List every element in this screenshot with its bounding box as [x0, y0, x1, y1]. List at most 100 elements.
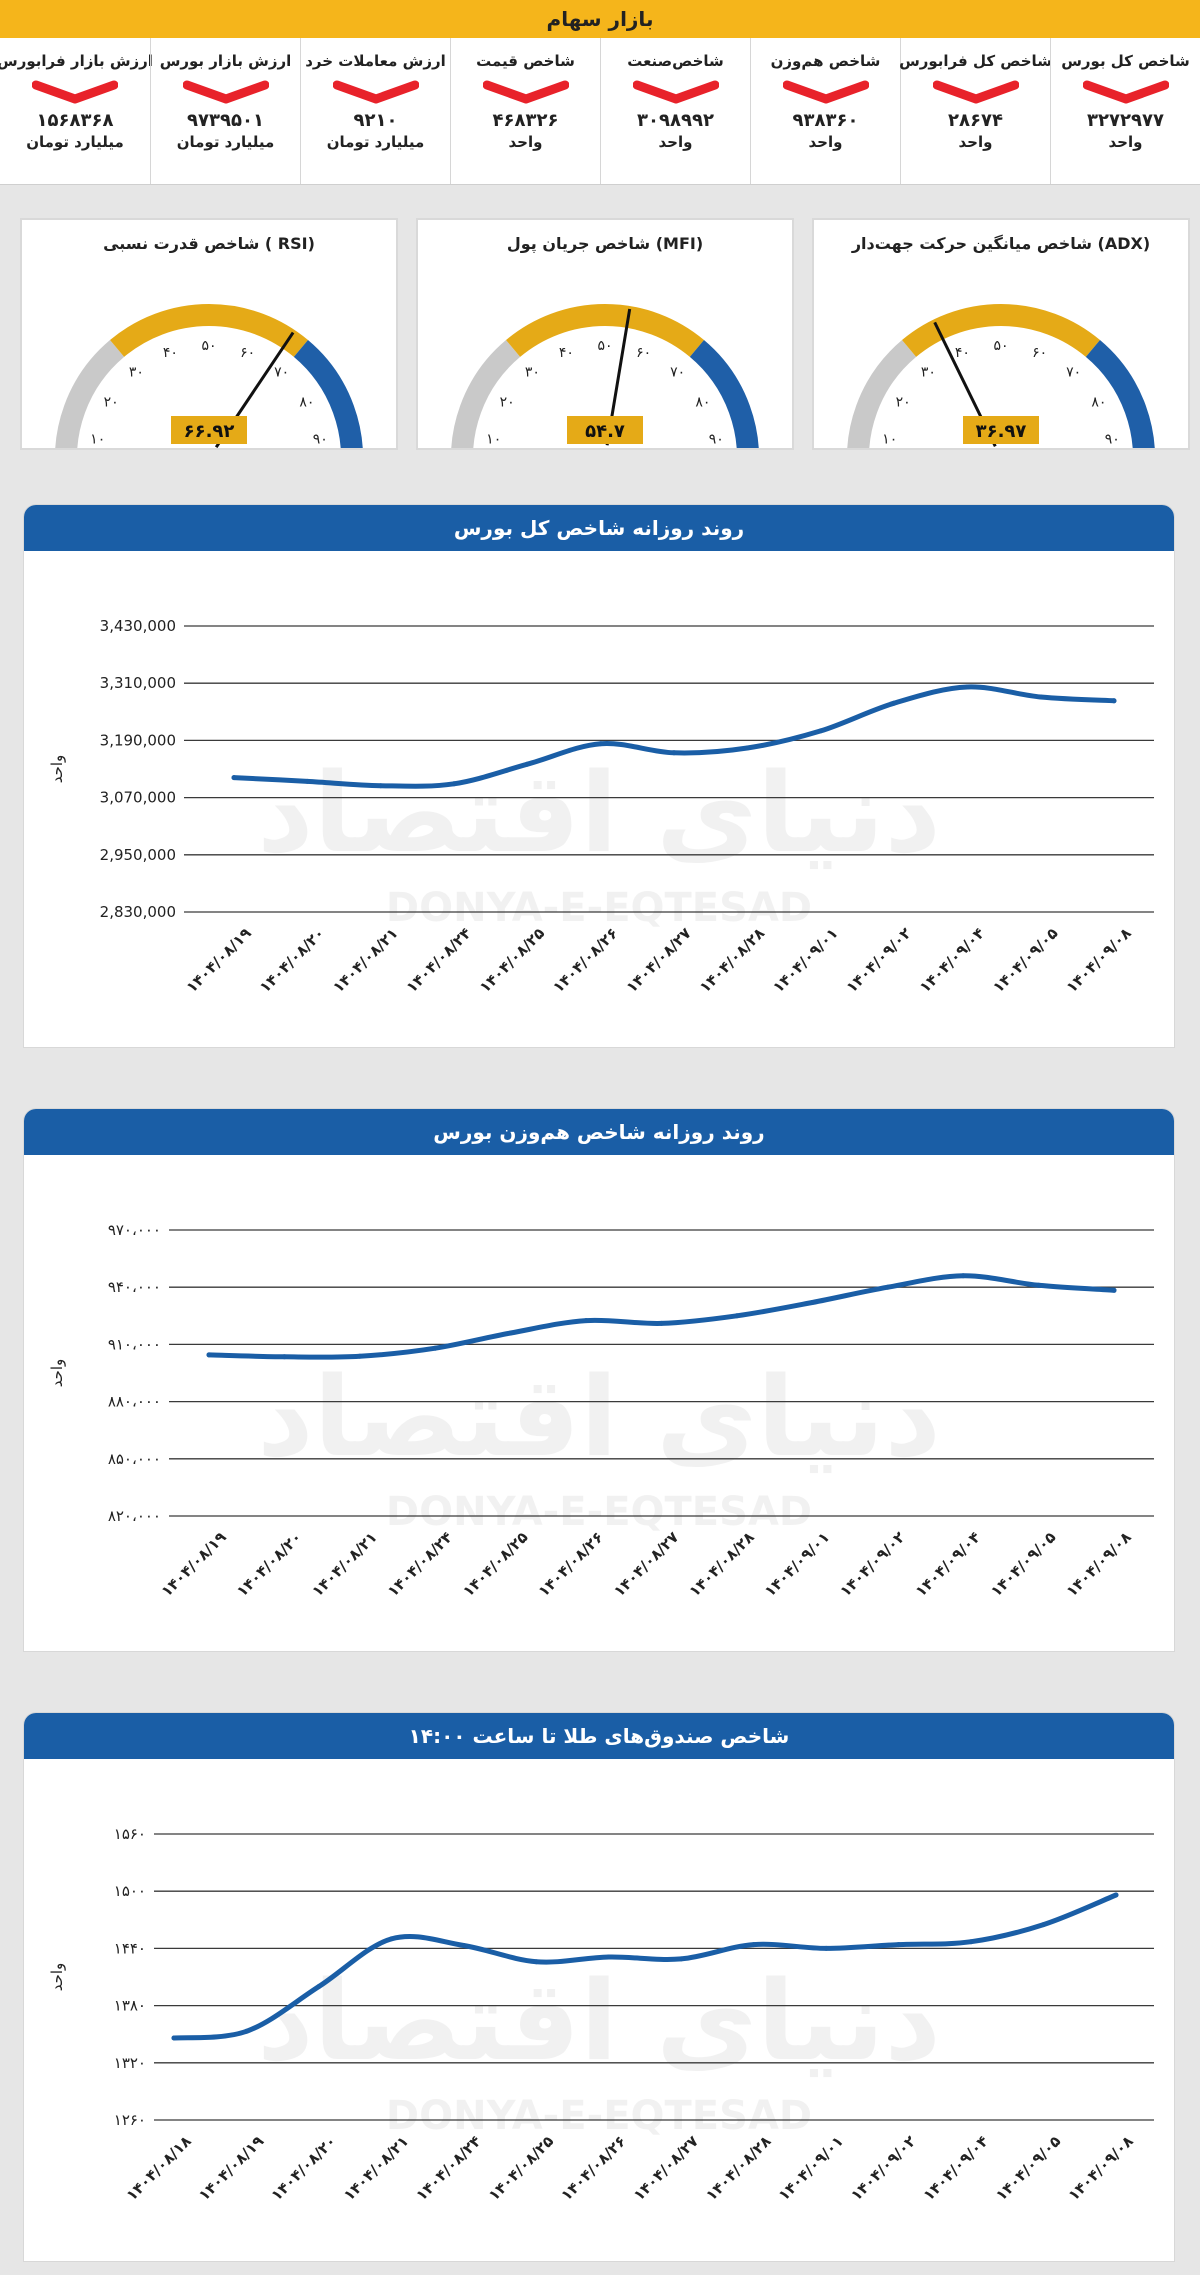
watermark-text: DONYA-E-EQTESAD [386, 1489, 812, 1535]
y-tick-label: ۱۳۲۰ [114, 2054, 146, 2072]
x-tick-label: ۱۴۰۴/۰۸/۲۰ [267, 2132, 339, 2204]
stat-unit: میلیارد تومان [326, 133, 425, 151]
x-tick-label: ۱۴۰۴/۰۸/۲۱ [329, 924, 401, 996]
chart-tedpix: روند روزانه شاخص کل بورس دنیای اقتصاد DON… [24, 505, 1174, 1047]
x-tick-label: ۱۴۰۴/۰۹/۰۱ [775, 2132, 847, 2204]
stat-value: ۹۳۸۳۶۰ [792, 110, 859, 131]
line-chart-svg: دنیای اقتصاد DONYA-E-EQTESAD ۱۲۶۰ ۱۳۲۰ ۱۳۸۰ ۱… [48, 1825, 1154, 2204]
gauge-value-box [963, 416, 1039, 444]
chart-title: روند روزانه شاخص کل بورس [24, 505, 1174, 551]
y-tick-label: 3,070,000 [100, 789, 176, 807]
stats-strip: شاخص کل بورس ۳۲۷۲۹۷۷ واحد شاخص کل فرابورس ۲۸… [0, 38, 1200, 185]
gauge-band [902, 304, 1100, 357]
down-chevron-icon [632, 80, 719, 104]
gauge-title: شاخص قدرت نسبی ( RSI) [103, 234, 315, 253]
x-tick-label: ۱۴۰۴/۰۹/۰۴ [916, 924, 988, 996]
watermark-logo: دنیای اقتصاد [257, 1957, 941, 2085]
gauge-tick-label: ۷۰ [274, 364, 289, 380]
data-point [751, 1942, 757, 1948]
gauge-value-box [567, 416, 643, 444]
stat-title: شاخص کل فرابورس [899, 52, 1052, 70]
watermark-text: DONYA-E-EQTESAD [386, 885, 812, 931]
stat-unit: واحد [808, 133, 843, 151]
y-axis-label: واحد [48, 755, 66, 784]
stat-unit: واحد [1108, 133, 1143, 151]
chart-equal-weight: روند روزانه شاخص هم‌وزن بورس دنیای اقتصا… [24, 1109, 1174, 1651]
x-tick-label: ۱۴۰۴/۰۹/۰۲ [847, 2132, 919, 2204]
data-point [734, 1313, 740, 1319]
data-point [659, 1320, 664, 1326]
data-point [818, 728, 824, 734]
gauge-tick-label: ۳۰ [921, 364, 936, 380]
x-tick-label: ۱۴۰۴/۰۹/۰۲ [843, 924, 915, 996]
x-tick-label: ۱۴۰۴/۰۸/۲۱ [308, 1528, 380, 1600]
gauge-band [55, 340, 125, 448]
gauge-row: شاخص میانگین حرکت جهت‌دار (ADX) ۰۱۰۲۰۳۰۴… [0, 200, 1200, 460]
stat-box: شاخص کل بورس ۳۲۷۲۹۷۷ واحد [1050, 38, 1200, 184]
gauge-svg: ۰۱۰۲۰۳۰۴۰۵۰۶۰۷۰۸۰۹۰۱۰۰۵۴.۷ [451, 304, 759, 448]
x-tick-label: ۱۴۰۴/۰۸/۲۴ [412, 2132, 484, 2204]
down-chevron-icon [1082, 80, 1169, 104]
data-point [316, 1984, 322, 1989]
stat-unit: واحد [958, 133, 993, 151]
y-axis-label: واحد [48, 1359, 66, 1388]
x-tick-label: ۱۴۰۴/۰۹/۰۵ [987, 1528, 1059, 1600]
gauge-tick-label: ۹۰ [1105, 431, 1120, 447]
y-tick-label: ۹۷۰،۰۰۰ [108, 1221, 161, 1239]
data-point [960, 1273, 966, 1279]
y-tick-label: ۱۵۰۰ [114, 1882, 146, 1900]
y-tick-label: ۱۵۶۰ [114, 1825, 146, 1843]
gauge-tick-label: ۲۰ [896, 395, 911, 411]
gauge-tick-label: ۷۰ [670, 364, 685, 380]
data-point [896, 1942, 902, 1948]
stat-box: شاخص هم‌وزن ۹۳۸۳۶۰ واحد [750, 38, 900, 184]
stat-unit: میلیارد تومان [26, 133, 124, 151]
data-point [1111, 1287, 1117, 1293]
gauge-tick-label: ۹۰ [709, 431, 724, 447]
x-tick-label: ۱۴۰۴/۰۹/۰۵ [989, 924, 1061, 996]
gauge-title: شاخص جریان پول (MFI) [506, 234, 704, 253]
y-tick-label: ۸۲۰،۰۰۰ [108, 1507, 161, 1525]
data-point [508, 1330, 514, 1336]
gauge-value: ۶۶.۹۲ [184, 421, 235, 442]
y-tick-label: ۹۱۰،۰۰۰ [108, 1335, 161, 1353]
data-point [1113, 1892, 1119, 1898]
x-tick-label: ۱۴۰۴/۰۸/۲۰ [256, 924, 328, 996]
gauge-tick-label: ۱۰ [486, 431, 501, 447]
down-chevron-icon [332, 80, 419, 104]
chart-gold-funds: شاخص صندوق‌های طلا تا ساعت ۱۴:۰۰ دنیای ا… [24, 1713, 1174, 2261]
y-tick-label: ۸۸۰،۰۰۰ [108, 1393, 161, 1411]
stat-box: ارزش بازار بورس ۹۷۳۹۵۰۱ میلیارد تومان [150, 38, 300, 184]
down-chevron-icon [482, 80, 569, 104]
x-tick-label: ۱۴۰۴/۰۹/۰۸ [1065, 2132, 1137, 2204]
y-tick-label: ۱۴۴۰ [114, 1939, 146, 1957]
watermark-logo: دنیای اقتصاد [257, 1353, 941, 1481]
x-tick-label: ۱۴۰۴/۰۸/۲۶ [549, 924, 621, 996]
x-tick-label: ۱۴۰۴/۰۸/۲۸ [685, 1528, 757, 1600]
data-point [378, 783, 384, 789]
y-tick-label: 3,310,000 [100, 674, 176, 692]
gauge-svg: ۰۱۰۲۰۳۰۴۰۵۰۶۰۷۰۸۰۹۰۱۰۰۳۶.۹۷ [847, 304, 1155, 448]
gauge-band [451, 340, 521, 448]
data-point [524, 761, 530, 767]
x-tick-label: ۱۴۰۴/۰۸/۲۵ [476, 924, 548, 996]
stat-box: ارزش معاملات خرد ۹۲۱۰ میلیارد تومان [300, 38, 450, 184]
stat-box: شاخص قیمت ۴۶۸۳۲۶ واحد [450, 38, 600, 184]
gauge-tick-label: ۳۰ [525, 364, 540, 380]
gauge-tick-label: ۲۰ [104, 395, 119, 411]
data-point [244, 2028, 249, 2034]
data-point [606, 1954, 612, 1960]
x-tick-label: ۱۴۰۴/۰۸/۱۹ [195, 2132, 267, 2204]
x-tick-label: ۱۴۰۴/۰۸/۲۵ [485, 2132, 557, 2204]
x-tick-label: ۱۴۰۴/۰۸/۲۰ [233, 1528, 305, 1600]
stat-title: شاخص هم‌وزن [770, 52, 881, 70]
x-tick-label: ۱۴۰۴/۰۸/۱۸ [123, 2132, 195, 2204]
data-point [231, 775, 237, 781]
gauge-band [506, 304, 704, 357]
data-point [891, 700, 897, 706]
x-tick-label: ۱۴۰۴/۰۸/۲۷ [623, 924, 695, 996]
stat-value: ۱۵۶۸۳۶۸ [36, 110, 114, 131]
data-point [823, 1945, 829, 1951]
gauge-svg: ۰۱۰۲۰۳۰۴۰۵۰۶۰۷۰۸۰۹۰۱۰۰۶۶.۹۲ [55, 304, 363, 448]
gauge-tick-label: ۸۰ [299, 395, 314, 411]
